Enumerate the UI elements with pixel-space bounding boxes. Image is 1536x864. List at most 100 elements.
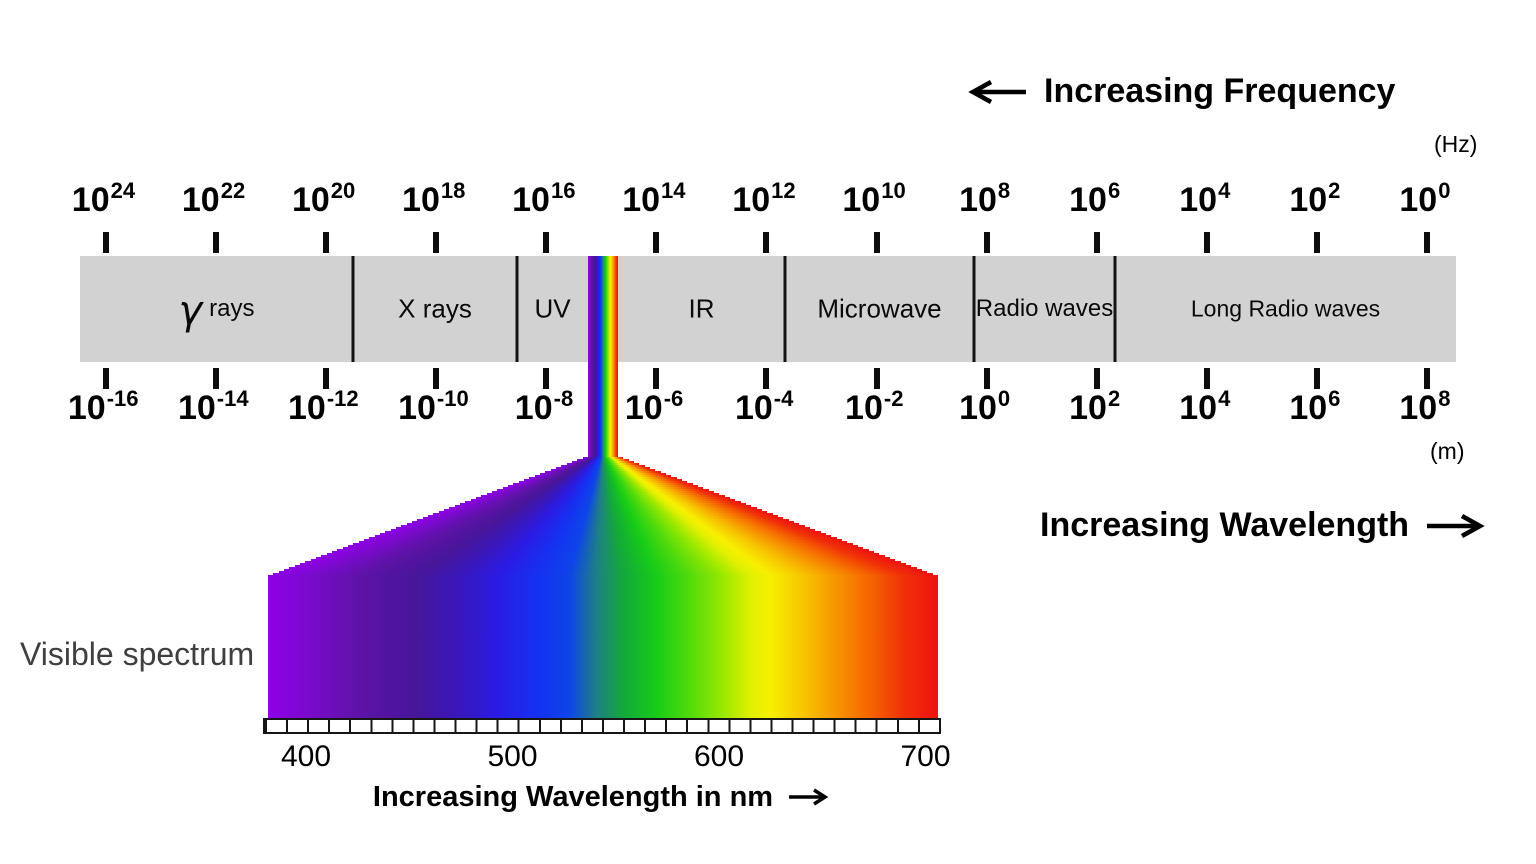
power-exponent: 10 bbox=[881, 178, 906, 203]
power-exponent: 0 bbox=[1438, 178, 1451, 203]
increasing-frequency-header: Increasing Frequency bbox=[966, 72, 1395, 111]
right-arrow-icon bbox=[789, 788, 829, 806]
visible-spectrum-label: Visible spectrum bbox=[20, 636, 255, 672]
wavelength-unit-label: (m) bbox=[1430, 438, 1465, 464]
power-base: 10 bbox=[1179, 389, 1218, 427]
wavelength-tick bbox=[213, 368, 220, 389]
nm-caption: Increasing Wavelength in nm bbox=[263, 779, 941, 815]
power-exponent: -10 bbox=[436, 386, 469, 411]
funnel-slice bbox=[326, 553, 880, 556]
visible-spectrum-rectangle bbox=[268, 575, 938, 718]
funnel-slice bbox=[465, 501, 741, 504]
funnel-slice bbox=[497, 489, 709, 492]
band-label-uv: UV bbox=[534, 293, 571, 324]
funnel-slice bbox=[486, 493, 720, 496]
wavelength-value-10e-12: 10-12 bbox=[288, 388, 359, 426]
funnel-slice bbox=[460, 503, 746, 506]
power-exponent: -8 bbox=[553, 386, 574, 411]
wavelength-tick bbox=[1093, 368, 1100, 389]
band-label-x-rays: X rays bbox=[398, 293, 472, 324]
funnel-slice bbox=[374, 535, 832, 538]
power-exponent: 2 bbox=[1328, 178, 1341, 203]
funnel-slice bbox=[518, 481, 688, 484]
funnel-slice bbox=[545, 471, 661, 474]
power-base: 10 bbox=[67, 389, 106, 427]
funnel-slice bbox=[294, 565, 912, 568]
funnel-slice bbox=[358, 541, 848, 544]
frequency-value-10e0: 100 bbox=[1399, 180, 1450, 219]
funnel-slice bbox=[321, 555, 885, 558]
wavelength-tick bbox=[653, 368, 660, 389]
power-base: 10 bbox=[842, 181, 881, 219]
funnel-slice bbox=[566, 463, 640, 466]
power-exponent: 20 bbox=[330, 178, 356, 203]
band-divider bbox=[1113, 256, 1117, 362]
frequency-tick bbox=[103, 232, 109, 253]
power-exponent: -16 bbox=[106, 386, 139, 411]
power-exponent: 4 bbox=[1218, 386, 1231, 411]
band-label-microwave: Microwave bbox=[817, 293, 942, 324]
funnel-slice bbox=[540, 473, 666, 476]
funnel-slice bbox=[273, 573, 933, 576]
funnel-slice bbox=[300, 563, 906, 566]
funnel-slice bbox=[353, 543, 853, 546]
frequency-unit-label: (Hz) bbox=[1434, 131, 1478, 157]
power-base: 10 bbox=[1179, 181, 1218, 219]
funnel-slice bbox=[534, 475, 672, 478]
band-label-long-radio-waves: Long Radio waves bbox=[1190, 295, 1381, 322]
increasing-wavelength-header: Increasing Wavelength bbox=[1040, 506, 1487, 545]
frequency-value-10e2: 102 bbox=[1289, 180, 1340, 218]
power-base: 10 bbox=[1399, 389, 1438, 427]
funnel-slice bbox=[524, 479, 682, 482]
wavelength-tick bbox=[543, 368, 550, 389]
power-base: 10 bbox=[624, 389, 663, 427]
increasing-wavelength-label: Increasing Wavelength bbox=[1040, 506, 1410, 544]
frequency-value-10e4: 104 bbox=[1179, 180, 1230, 219]
nm-caption-label: Increasing Wavelength in nm bbox=[372, 780, 774, 813]
frequency-value-10e16: 1016 bbox=[512, 180, 575, 219]
power-base: 10 bbox=[177, 389, 216, 427]
frequency-value-10e18: 1018 bbox=[402, 180, 465, 219]
band-divider bbox=[783, 256, 787, 362]
band-divider bbox=[515, 256, 519, 362]
power-base: 10 bbox=[1399, 181, 1438, 219]
power-exponent: 2 bbox=[1107, 386, 1121, 411]
power-base: 10 bbox=[512, 181, 550, 219]
funnel-slice bbox=[572, 461, 634, 464]
wavelength-value-10e6: 106 bbox=[1289, 388, 1340, 426]
power-base: 10 bbox=[1069, 181, 1107, 219]
power-base: 10 bbox=[181, 181, 220, 219]
wavelength-tick bbox=[1203, 368, 1210, 389]
power-exponent: -2 bbox=[883, 386, 904, 411]
wavelength-tick bbox=[103, 368, 109, 389]
frequency-value-10e20: 1020 bbox=[292, 180, 355, 218]
power-base: 10 bbox=[402, 181, 440, 219]
power-exponent: 8 bbox=[997, 178, 1011, 203]
band-label-radio-waves: Radio waves bbox=[975, 295, 1114, 322]
band-divider bbox=[972, 256, 976, 362]
frequency-value-10e10: 1010 bbox=[842, 180, 905, 219]
left-arrow-icon bbox=[968, 79, 1026, 104]
power-base: 10 bbox=[959, 181, 997, 219]
power-base: 10 bbox=[622, 181, 661, 219]
power-exponent: 4 bbox=[1218, 178, 1231, 203]
funnel-slice bbox=[502, 487, 704, 490]
power-exponent: 22 bbox=[220, 178, 246, 203]
power-exponent: -12 bbox=[326, 386, 359, 411]
funnel-slice bbox=[342, 547, 864, 550]
frequency-tick bbox=[983, 232, 990, 253]
funnel-slice bbox=[332, 551, 874, 554]
funnel-slice bbox=[582, 457, 624, 460]
nm-label-400: 400 bbox=[280, 740, 332, 773]
funnel-slice bbox=[369, 537, 837, 540]
right-arrow-icon bbox=[1427, 513, 1485, 538]
frequency-tick bbox=[1203, 232, 1210, 253]
funnel-slice bbox=[401, 525, 805, 528]
funnel-slice bbox=[481, 495, 725, 498]
power-exponent: 18 bbox=[440, 178, 466, 203]
frequency-tick bbox=[1093, 232, 1100, 253]
band-label-text: rays bbox=[209, 295, 255, 322]
wavelength-value-10e-2: 10-2 bbox=[845, 388, 903, 426]
frequency-tick bbox=[213, 232, 220, 253]
